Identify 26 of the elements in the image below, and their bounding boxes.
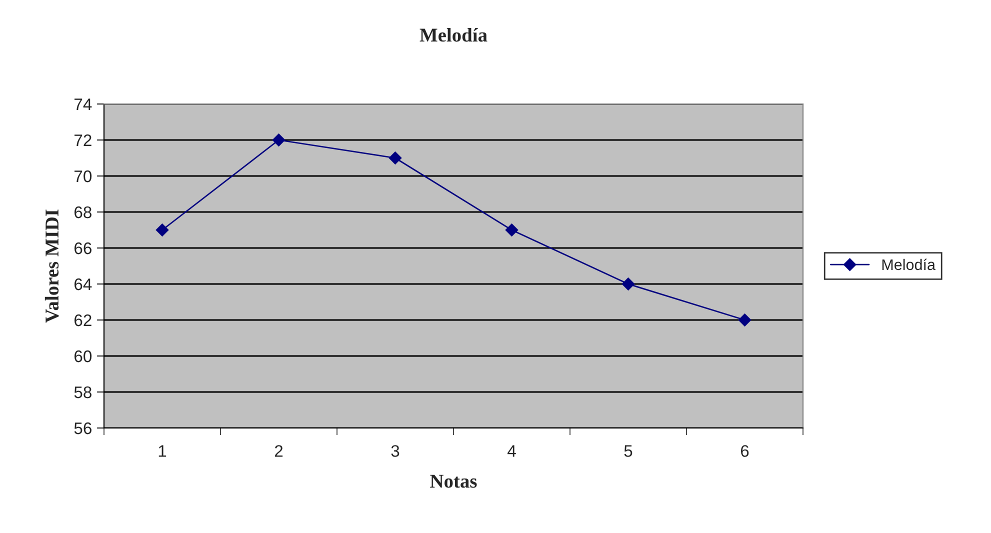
point [505,224,518,236]
y-tick-label: 60 [74,350,92,362]
x-tick-label: 4 [508,445,516,457]
y-tick-label: 62 [74,314,92,326]
point [738,314,752,326]
point [272,134,286,146]
y-tick-label: 66 [74,242,92,254]
point [156,224,169,236]
legend-label: Melodía [882,258,936,270]
x-tick-label: 5 [624,445,632,457]
point [622,278,635,290]
x-tick-label: 1 [158,445,166,457]
y-tick-label: 58 [74,386,92,398]
y-tick-label: 70 [74,170,92,182]
x-tick-label: 6 [740,445,749,457]
x-tick-label: 3 [391,445,400,457]
x-axis-title: Notas [430,474,477,488]
chart-title: Melodía [420,28,488,42]
x-tick-label: 2 [274,445,283,457]
y-tick-label: 64 [74,278,92,290]
y-tick-label: 72 [74,134,92,146]
point [388,152,402,164]
y-tick-label: 56 [74,422,92,434]
y-tick-label: 74 [74,98,92,110]
y-tick-label: 68 [74,206,92,218]
y-axis-title: Valores MIDI [44,210,59,323]
